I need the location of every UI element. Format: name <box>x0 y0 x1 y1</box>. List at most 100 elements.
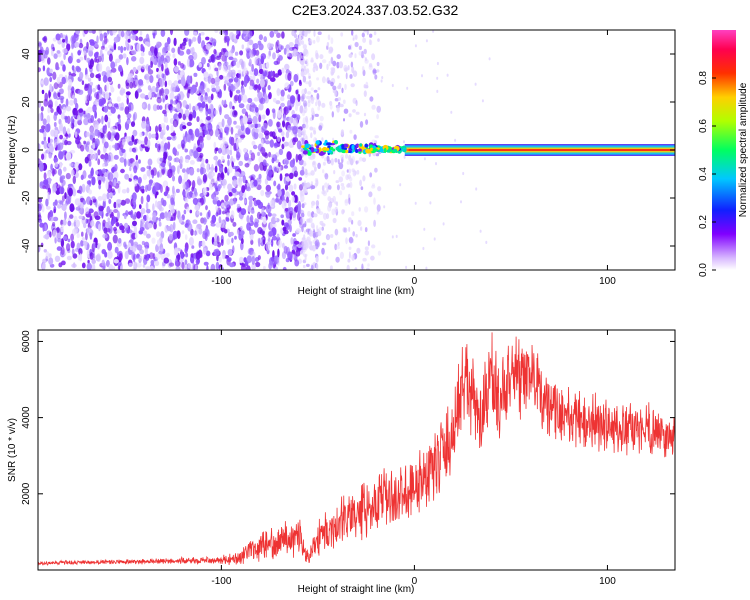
noise-dot <box>284 82 290 90</box>
noise-dot <box>334 206 339 213</box>
noise-dot <box>363 90 367 97</box>
noise-dot <box>283 222 289 228</box>
noise-dot <box>267 202 270 209</box>
noise-dot <box>107 180 113 189</box>
noise-dot <box>121 148 126 153</box>
noise-dot <box>185 252 189 258</box>
noise-dot <box>49 76 53 83</box>
noise-dot <box>421 74 423 78</box>
noise-dot <box>206 116 211 121</box>
noise-dot <box>295 228 302 233</box>
noise-dot <box>107 30 110 35</box>
carrier-blob <box>359 143 363 147</box>
noise-dot <box>116 229 121 234</box>
noise-dot <box>56 50 61 54</box>
noise-dot <box>61 40 66 49</box>
noise-dot <box>315 239 320 247</box>
noise-dot <box>144 73 150 81</box>
noise-dot <box>125 91 131 96</box>
noise-dot <box>58 73 64 79</box>
noise-dot <box>94 129 99 137</box>
noise-dot <box>133 139 138 145</box>
noise-dot <box>164 142 168 151</box>
noise-dot <box>142 103 145 108</box>
noise-dot <box>99 33 104 42</box>
noise-dot <box>110 126 116 132</box>
noise-dot <box>105 259 110 268</box>
noise-dot <box>184 159 190 163</box>
noise-dot <box>197 102 203 107</box>
noise-dot <box>348 197 351 205</box>
noise-dot <box>215 55 221 61</box>
noise-dot <box>156 67 159 73</box>
noise-dot <box>46 114 51 124</box>
noise-dot <box>53 53 58 59</box>
noise-dot <box>164 80 168 88</box>
noise-dot <box>360 186 364 191</box>
noise-dot <box>186 191 192 199</box>
noise-dot <box>85 131 90 137</box>
noise-dot <box>364 246 369 251</box>
noise-dot <box>131 134 135 143</box>
noise-dot <box>367 263 370 267</box>
noise-dot <box>151 85 157 95</box>
noise-dot <box>364 57 367 62</box>
carrier-blob <box>364 143 369 148</box>
noise-dot <box>43 179 49 186</box>
noise-dot <box>286 196 289 204</box>
noise-dot <box>59 161 63 169</box>
noise-dot <box>113 201 117 209</box>
noise-dot <box>80 240 84 247</box>
noise-dot <box>310 59 314 63</box>
noise-dot <box>181 261 185 270</box>
noise-dot <box>250 152 256 161</box>
noise-dot <box>462 171 465 176</box>
noise-dot <box>191 245 195 249</box>
noise-dot <box>154 142 158 149</box>
noise-dot <box>108 154 111 162</box>
noise-dot <box>313 213 318 218</box>
noise-dot <box>229 231 234 237</box>
noise-dot <box>280 89 285 97</box>
noise-dot <box>113 226 117 232</box>
noise-dot <box>308 80 312 88</box>
noise-dot <box>121 189 127 194</box>
noise-dot <box>88 189 92 195</box>
noise-dot <box>348 226 351 232</box>
noise-dot <box>304 168 308 176</box>
noise-dot <box>241 60 245 70</box>
noise-dot <box>246 186 251 192</box>
noise-dot <box>350 83 355 88</box>
noise-dot <box>98 98 104 107</box>
noise-dot <box>236 138 243 143</box>
noise-dot <box>43 54 48 59</box>
noise-dot <box>75 137 81 145</box>
noise-dot <box>337 97 341 101</box>
noise-dot <box>140 52 145 57</box>
noise-dot <box>148 50 152 56</box>
noise-dot <box>295 153 299 163</box>
noise-dot <box>300 59 305 66</box>
noise-dot <box>289 80 294 87</box>
noise-dot <box>170 82 176 92</box>
noise-dot <box>239 50 244 56</box>
noise-dot <box>169 92 175 100</box>
noise-dot <box>140 64 147 70</box>
noise-dot <box>170 197 175 206</box>
noise-dot <box>57 168 63 176</box>
carrier-blob <box>357 148 362 152</box>
noise-dot <box>146 208 151 214</box>
noise-dot <box>229 32 235 40</box>
noise-dot <box>62 48 68 54</box>
noise-dot <box>68 78 73 87</box>
noise-dot <box>297 244 303 249</box>
noise-dot <box>178 50 185 56</box>
noise-dot <box>348 251 351 259</box>
noise-dot <box>339 251 344 259</box>
noise-dot <box>202 217 207 225</box>
noise-dot <box>280 227 284 235</box>
noise-dot <box>205 107 209 117</box>
noise-dot <box>76 198 81 206</box>
noise-dot <box>308 75 311 79</box>
